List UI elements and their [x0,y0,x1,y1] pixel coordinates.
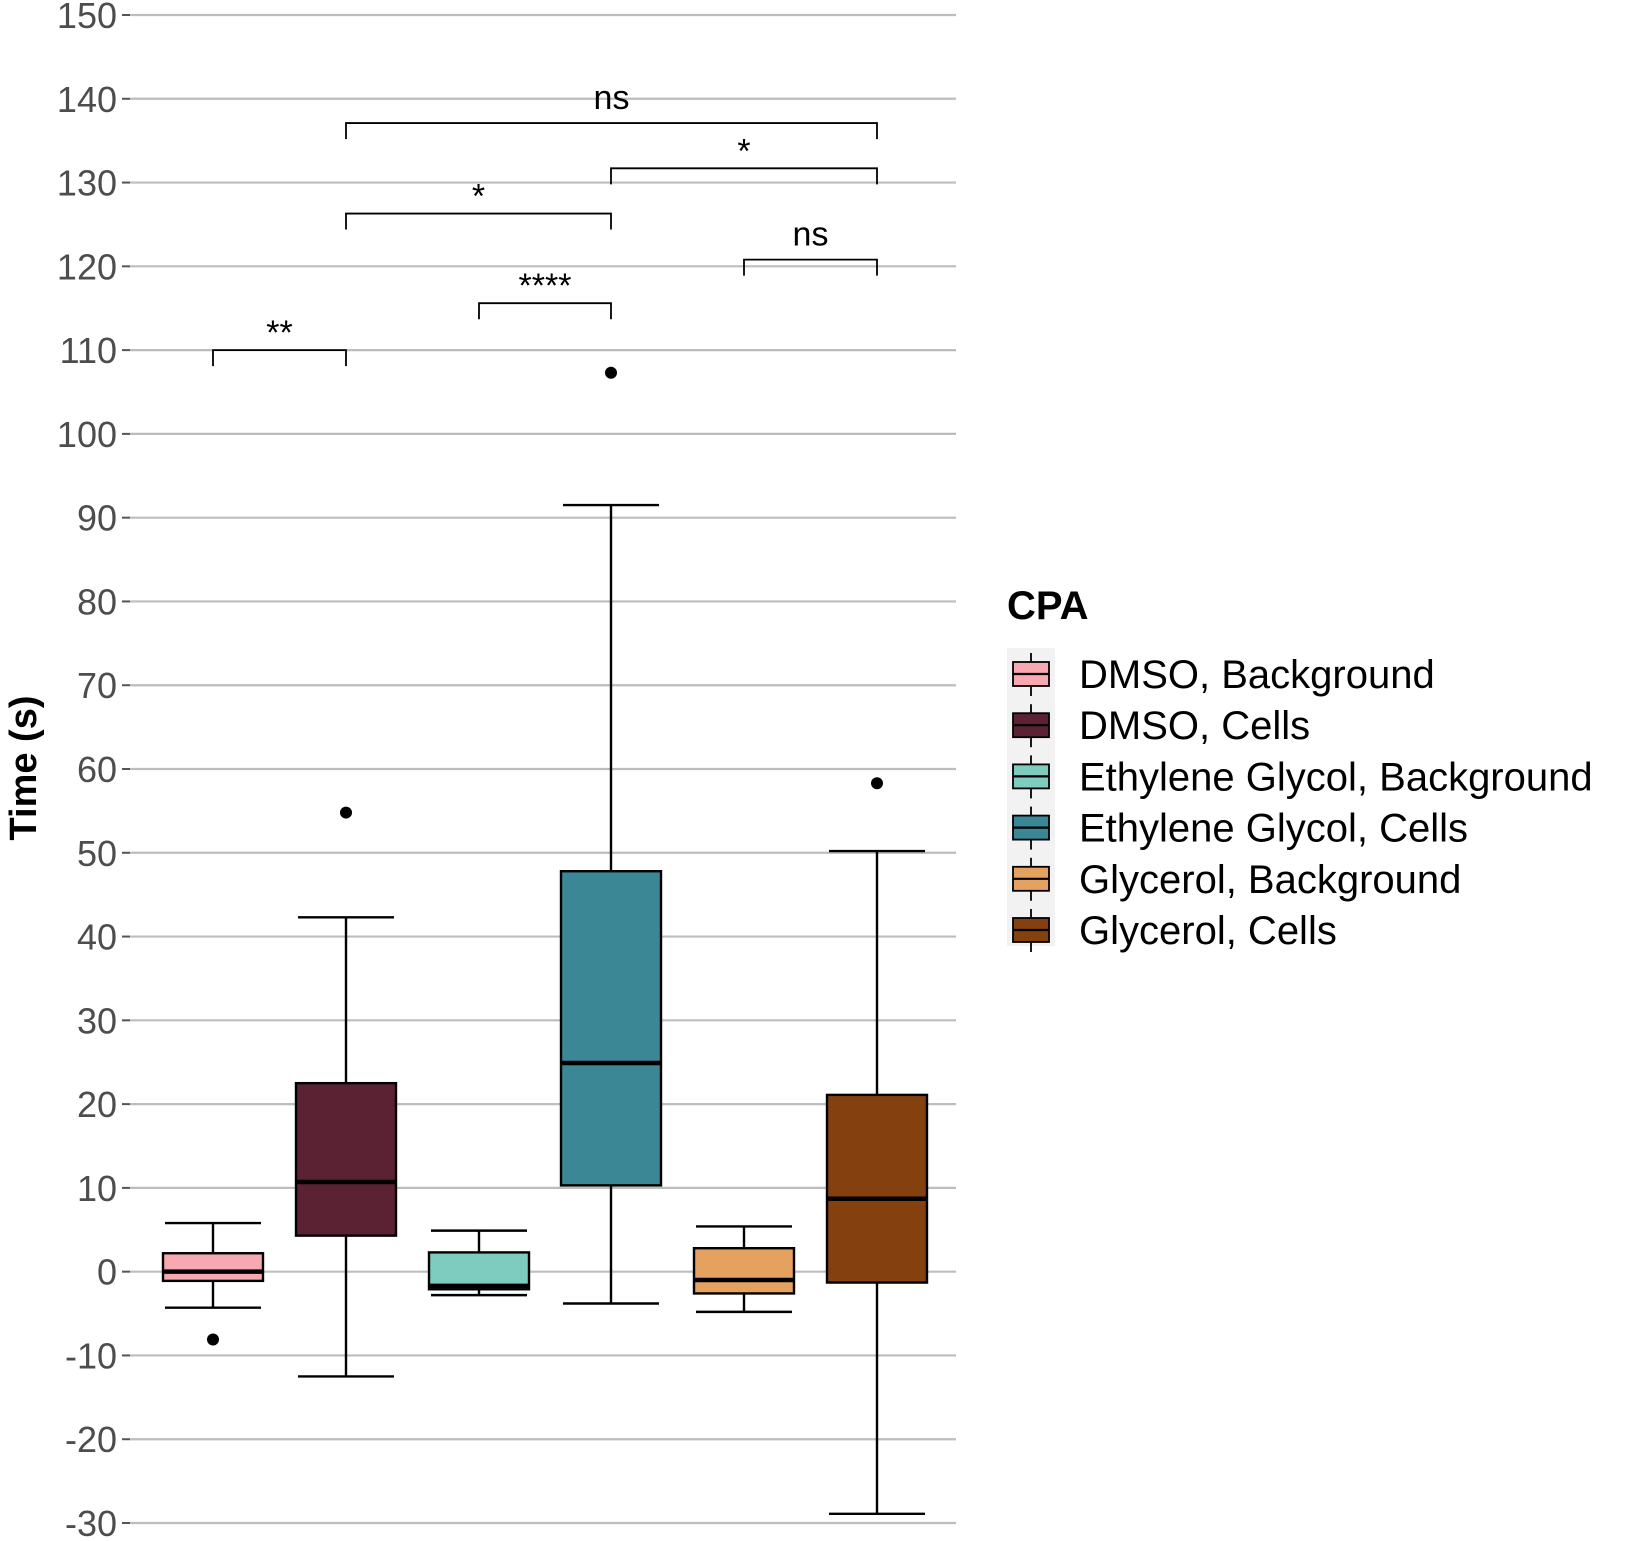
box-iqr [427,1251,531,1291]
legend-item: Glycerol, Cells [1012,909,1337,953]
legend-label: DMSO, Cells [1079,704,1310,748]
significance-label: ** [266,314,292,352]
legend-label: Glycerol, Cells [1079,909,1337,953]
y-tick-label: 20 [77,1084,117,1125]
significance-label: **** [519,267,572,305]
y-tick-label: 30 [77,1000,117,1041]
box-iqr [825,1093,929,1284]
box-iqr [161,1252,265,1283]
outlier-point [207,1333,219,1346]
significance-label: ns [594,79,630,117]
y-axis-title: Time (s) [3,695,45,840]
legend-label: Glycerol, Background [1079,858,1461,902]
bracket-line [478,302,612,320]
y-tick-label: 40 [77,917,117,958]
bracket-line [345,122,878,140]
box-1 [161,1221,265,1346]
significance-label: ns [793,216,829,254]
y-tick-label: 90 [77,498,117,539]
outlier-point [605,366,617,379]
legend-item: Ethylene Glycol, Background [1012,755,1593,799]
gridlines [130,13,956,1525]
significance-bracket: **** [478,267,612,320]
significance-bracket: ns [743,216,878,276]
legend-item: Glycerol, Background [1012,857,1461,902]
significance-bracket: ** [212,314,347,367]
box-2 [294,806,398,1378]
box-4 [559,366,663,1305]
bracket-line [345,212,612,230]
box-iqr [294,1081,398,1237]
significance-label: * [472,178,485,216]
significance-bracket: * [345,178,612,230]
bracket-line [212,349,347,367]
bracket-line [743,258,878,276]
y-tick-label: 80 [77,581,117,622]
legend-item: Ethylene Glycol, Cells [1012,806,1468,851]
y-tick-label: 10 [77,1168,117,1209]
legend-label: Ethylene Glycol, Cells [1079,807,1468,851]
y-tick-label: 110 [60,330,117,371]
y-tick-label: 130 [57,163,117,204]
box-3 [427,1229,531,1297]
y-tick-label: 120 [57,246,117,287]
y-tick-label: 140 [57,79,117,120]
box-6 [825,777,929,1515]
box-iqr [559,870,663,1187]
outlier-point [871,777,883,790]
boxes [161,366,929,1515]
legend-title: CPA [1007,584,1088,628]
y-tick-label: 100 [57,414,117,455]
y-tick-label: 60 [77,749,117,790]
significance-bracket: * [610,132,878,185]
y-tick-label: 50 [77,833,117,874]
box-5 [692,1225,796,1314]
legend-item: DMSO, Background [1012,653,1435,697]
legend-item: DMSO, Cells [1012,704,1310,748]
legend-label: DMSO, Background [1079,653,1435,697]
y-tick-label: -30 [65,1503,117,1541]
significance-bracket: ns [345,79,878,140]
significance-label: * [737,132,750,170]
outlier-point [340,806,352,819]
significance-brackets: ******ns**ns [212,79,878,367]
y-tick-label: 70 [77,665,117,706]
y-tick-label: 150 [57,0,117,36]
y-axis: 1501401301201101009080706050403020100-10… [57,0,130,1541]
y-tick-label: 0 [97,1252,117,1293]
legend: CPA DMSO, Background DMSO, Cells Ethylene … [1007,584,1593,953]
y-tick-label: -20 [65,1419,117,1460]
box-iqr [692,1247,796,1295]
bracket-line [610,167,878,185]
legend-label: Ethylene Glycol, Background [1079,755,1593,799]
y-tick-label: -10 [65,1335,117,1376]
